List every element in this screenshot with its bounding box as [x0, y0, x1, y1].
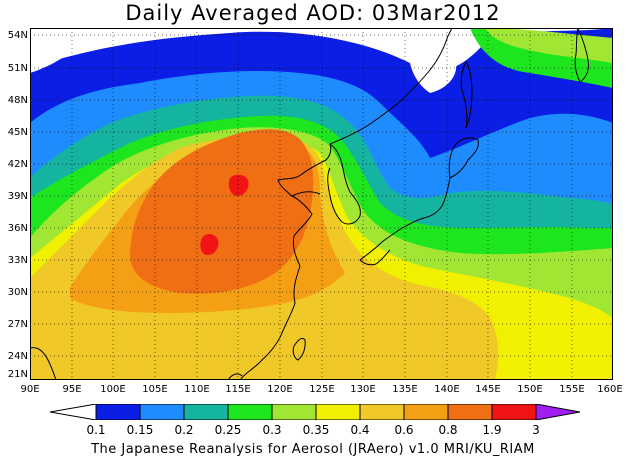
colorbar-label-3: 0.25: [214, 423, 242, 437]
grid-lines: [30, 28, 613, 380]
colorbar-seg-3: [183, 404, 229, 420]
field-red-south: [200, 234, 219, 256]
colorbar-seg-4: [227, 404, 273, 420]
lon-label-125e: 125E: [309, 384, 335, 395]
colorbar-label-1: 0.15: [126, 423, 154, 437]
lon-label-130e: 130E: [350, 384, 376, 395]
colorbar-label-8: 0.8: [438, 423, 458, 437]
lon-label-155e: 155E: [559, 384, 585, 395]
lat-label-42n: 42N: [7, 159, 28, 170]
lat-label-39n: 39N: [7, 191, 28, 202]
field-ne-white: [408, 36, 457, 93]
colorbar-seg-10: [491, 404, 537, 420]
aod-field: [30, 28, 613, 380]
colorbar-label-4: 0.3: [262, 423, 282, 437]
credit-text: The Japanese Reanalysis for Aerosol (JRA…: [91, 442, 535, 457]
colorbar-label-6: 0.4: [350, 423, 370, 437]
lon-label-115e: 115E: [225, 384, 251, 395]
colorbar-seg-6: [315, 404, 361, 420]
colorbar-seg-1: [95, 404, 141, 420]
lat-label-48n: 48N: [7, 95, 28, 106]
lon-label-135e: 135E: [392, 384, 418, 395]
lat-label-33n: 33N: [7, 255, 28, 266]
field-red-north: [228, 174, 249, 196]
colorbar-seg-8: [403, 404, 449, 420]
coastlines: [30, 28, 589, 380]
colorbar-label-2: 0.2: [174, 423, 194, 437]
field-nw-white: [30, 28, 90, 73]
colorbar-seg-9: [447, 404, 493, 420]
colorbar-seg-0: [50, 404, 97, 420]
lon-label-120e: 120E: [267, 384, 293, 395]
lon-label-160e: 160E: [597, 384, 623, 395]
lon-label-100e: 100E: [100, 384, 126, 395]
colorbar-label-9: 1.9: [482, 423, 502, 437]
colorbar-seg-5: [271, 404, 317, 420]
colorbar-seg-2: [139, 404, 185, 420]
colorbar-label-5: 0.35: [302, 423, 330, 437]
colorbar-label-0: 0.1: [86, 423, 106, 437]
colorbar-label-7: 0.6: [394, 423, 414, 437]
lat-label-51n: 51N: [7, 63, 28, 74]
lat-label-45n: 45N: [7, 127, 28, 138]
lat-label-54n: 54N: [7, 30, 28, 41]
aod-map: [30, 28, 613, 380]
lon-label-105e: 105E: [142, 384, 168, 395]
colorbar-label-10: 3: [532, 423, 540, 437]
field-orange: [130, 129, 314, 294]
lat-label-21n: 21N: [7, 369, 28, 380]
map-title: Daily Averaged AOD: 03Mar2012: [125, 1, 501, 25]
lat-label-24n: 24N: [7, 351, 28, 362]
lat-label-36n: 36N: [7, 223, 28, 234]
lon-label-150e: 150E: [517, 384, 543, 395]
colorbar: [50, 404, 580, 420]
lon-label-95e: 95E: [62, 384, 82, 395]
lon-label-140e: 140E: [434, 384, 460, 395]
lon-label-90e: 90E: [20, 384, 40, 395]
lon-label-110e: 110E: [184, 384, 210, 395]
lat-label-27n: 27N: [7, 319, 28, 330]
lon-label-145e: 145E: [475, 384, 501, 395]
colorbar-seg-11: [535, 404, 580, 420]
colorbar-seg-7: [359, 404, 405, 420]
lat-label-30n: 30N: [7, 287, 28, 298]
